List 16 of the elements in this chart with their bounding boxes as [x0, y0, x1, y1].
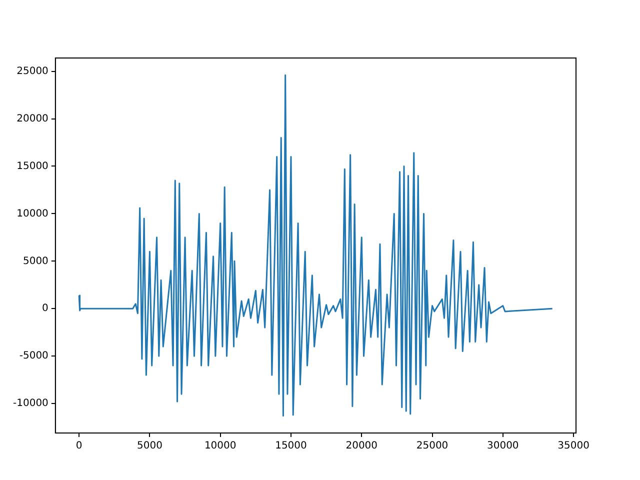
x-tick-label: 5000: [136, 440, 162, 452]
x-tick-label: 30000: [486, 440, 519, 452]
x-tick-label: 15000: [275, 440, 307, 452]
y-tick-label: 15000: [16, 160, 48, 172]
x-tick-label: 25000: [416, 440, 448, 452]
y-tick-label: 5000: [22, 256, 48, 267]
y-tick-label: 20000: [16, 113, 48, 124]
x-tick-label: 35000: [558, 440, 590, 452]
y-tick-label: 0: [42, 303, 48, 314]
y-tick-label: 25000: [16, 66, 48, 77]
y-tick-label: -10000: [13, 398, 48, 410]
y-tick-label: 10000: [16, 208, 48, 220]
x-tick-label: 0: [76, 440, 82, 452]
x-tick-label: 20000: [346, 440, 378, 452]
x-tick-label: 10000: [204, 440, 236, 452]
y-tick-label: -5000: [19, 350, 48, 362]
